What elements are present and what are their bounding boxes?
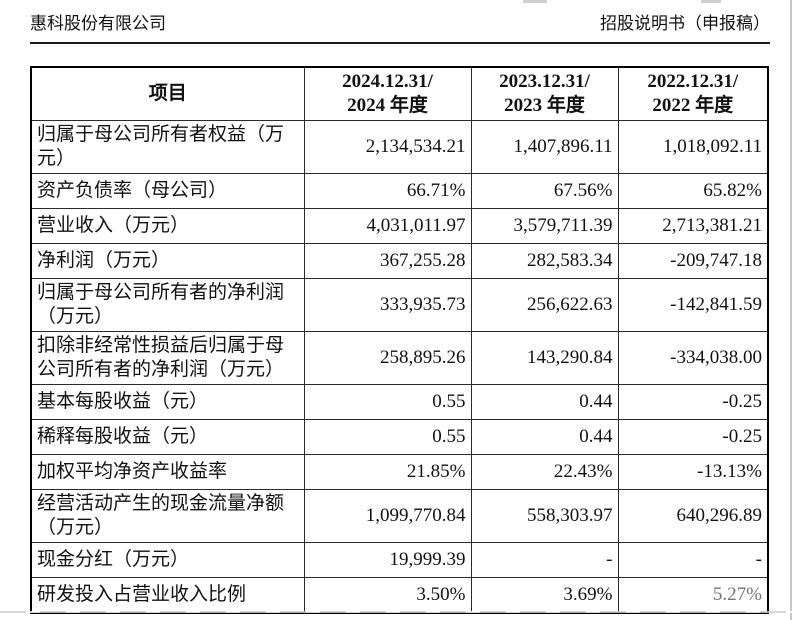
row-label: 加权平均净资产收益率: [30, 454, 305, 490]
column-header-2022: 2022.12.31/ 2022 年度: [617, 66, 769, 121]
financial-summary-table: 项目 2024.12.31/ 2024 年度 2023.12.31/ 2023 …: [30, 66, 769, 614]
value-2023: 282,583.34: [470, 243, 619, 279]
row-label: 稀释每股收益（元）: [30, 419, 305, 455]
table-row: 归属于母公司所有者的净利润（万元） 333,935.73 256,622.63 …: [30, 278, 769, 332]
row-label: 研发投入占营业收入比例: [30, 577, 305, 613]
value-2024: 258,895.26: [303, 331, 472, 385]
table-row: 加权平均净资产收益率 21.85% 22.43% -13.13%: [30, 454, 769, 490]
value-2022: -209,747.18: [617, 243, 769, 279]
value-2022: 640,296.89: [617, 489, 769, 543]
value-2024: 21.85%: [303, 454, 472, 490]
value-2022: -0.25: [617, 419, 769, 455]
row-label: 扣除非经常性损益后归属于母公司所有者的净利润（万元）: [30, 331, 305, 385]
column-header-2024: 2024.12.31/ 2024 年度: [303, 66, 472, 121]
value-2023: -: [470, 542, 619, 578]
value-2024: 4,031,011.97: [303, 208, 472, 244]
value-2022: -142,841.59: [617, 278, 769, 332]
value-2023: 67.56%: [470, 173, 619, 209]
scan-artifact-top-dash: [523, 0, 547, 3]
value-2022: -334,038.00: [617, 331, 769, 385]
value-2023: 3.69%: [470, 577, 619, 613]
value-2024: 0.55: [303, 384, 472, 420]
value-2022: -13.13%: [617, 454, 769, 490]
scan-artifact-bottom-edge: [0, 611, 795, 613]
row-label: 归属于母公司所有者权益（万元）: [30, 120, 305, 174]
row-label: 现金分红（万元）: [30, 542, 305, 578]
value-2022: 2,713,381.21: [617, 208, 769, 244]
value-2024: 1,099,770.84: [303, 489, 472, 543]
table-row: 扣除非经常性损益后归属于母公司所有者的净利润（万元） 258,895.26 14…: [30, 331, 769, 385]
table-row: 归属于母公司所有者权益（万元） 2,134,534.21 1,407,896.1…: [30, 120, 769, 174]
column-header-item: 项目: [30, 66, 305, 121]
value-2024: 333,935.73: [303, 278, 472, 332]
table-header-row: 项目 2024.12.31/ 2024 年度 2023.12.31/ 2023 …: [30, 66, 769, 121]
value-2024: 3.50%: [303, 577, 472, 613]
value-2024: 367,255.28: [303, 243, 472, 279]
table-row: 净利润（万元） 367,255.28 282,583.34 -209,747.1…: [30, 243, 769, 279]
table-row: 稀释每股收益（元） 0.55 0.44 -0.25: [30, 419, 769, 455]
value-2022: 1,018,092.11: [617, 120, 769, 174]
value-2024: 19,999.39: [303, 542, 472, 578]
row-label: 基本每股收益（元）: [30, 384, 305, 420]
row-label: 经营活动产生的现金流量净额（万元）: [30, 489, 305, 543]
value-2022: -: [617, 542, 769, 578]
value-2023: 3,579,711.39: [470, 208, 619, 244]
table-row: 营业收入（万元） 4,031,011.97 3,579,711.39 2,713…: [30, 208, 769, 244]
value-2023: 0.44: [470, 419, 619, 455]
row-label: 营业收入（万元）: [30, 208, 305, 244]
scan-artifact-right-edge: [790, 0, 792, 620]
value-2023: 558,303.97: [470, 489, 619, 543]
value-2023: 1,407,896.11: [470, 120, 619, 174]
value-2024: 66.71%: [303, 173, 472, 209]
value-2022: -0.25: [617, 384, 769, 420]
value-2023: 22.43%: [470, 454, 619, 490]
table-row: 基本每股收益（元） 0.55 0.44 -0.25: [30, 384, 769, 420]
document-header: 惠科股份有限公司 招股说明书（申报稿）: [30, 13, 770, 44]
row-label: 归属于母公司所有者的净利润（万元）: [30, 278, 305, 332]
value-2024: 2,134,534.21: [303, 120, 472, 174]
table-row: 资产负债率（母公司） 66.71% 67.56% 65.82%: [30, 173, 769, 209]
row-label: 净利润（万元）: [30, 243, 305, 279]
column-header-2023: 2023.12.31/ 2023 年度: [470, 66, 619, 121]
value-2023: 0.44: [470, 384, 619, 420]
scan-artifact-top-dash: [701, 0, 721, 3]
value-2023: 256,622.63: [470, 278, 619, 332]
company-name: 惠科股份有限公司: [30, 14, 166, 33]
table-row: 研发投入占营业收入比例 3.50% 3.69% 5.27%: [30, 577, 769, 613]
table-row: 经营活动产生的现金流量净额（万元） 1,099,770.84 558,303.9…: [30, 489, 769, 543]
document-type-label: 招股说明书（申报稿）: [600, 14, 770, 33]
table-row: 现金分红（万元） 19,999.39 - -: [30, 542, 769, 578]
row-label: 资产负债率（母公司）: [30, 173, 305, 209]
value-2022: 65.82%: [617, 173, 769, 209]
value-2024: 0.55: [303, 419, 472, 455]
value-2022: 5.27%: [617, 577, 769, 613]
value-2023: 143,290.84: [470, 331, 619, 385]
